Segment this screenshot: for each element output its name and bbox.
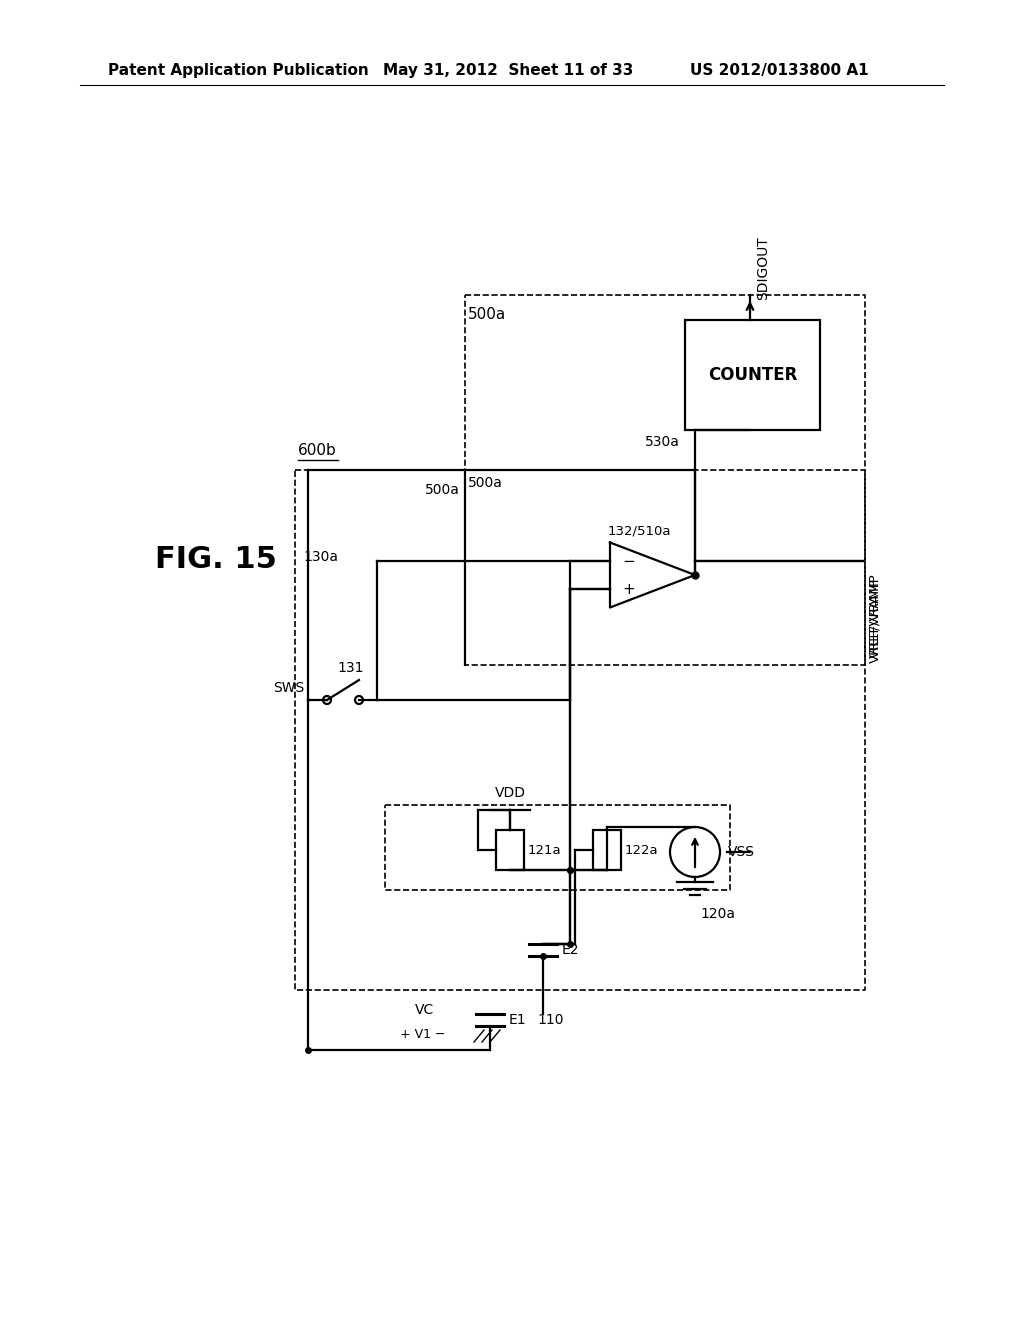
Text: May 31, 2012  Sheet 11 of 33: May 31, 2012 Sheet 11 of 33 [383, 62, 634, 78]
Text: 121a: 121a [528, 843, 561, 857]
Text: Patent Application Publication: Patent Application Publication [108, 62, 369, 78]
Text: E1: E1 [509, 1012, 526, 1027]
Text: 500a: 500a [468, 308, 506, 322]
Text: + V1 −: + V1 − [400, 1028, 445, 1041]
Text: COUNTER: COUNTER [708, 366, 798, 384]
Text: VREF/VRAMP: VREF/VRAMP [868, 574, 881, 659]
Text: 131: 131 [337, 661, 364, 675]
Text: 500a: 500a [468, 477, 503, 490]
Bar [593, 830, 621, 870]
Text: US 2012/0133800 A1: US 2012/0133800 A1 [690, 62, 868, 78]
Text: SDIGOUT: SDIGOUT [756, 236, 770, 300]
Bar [496, 830, 524, 870]
Bar [685, 319, 820, 430]
Text: VC: VC [415, 1003, 434, 1016]
Text: 110: 110 [537, 1012, 563, 1027]
Text: 122a: 122a [625, 843, 658, 857]
Text: 530a: 530a [645, 436, 680, 449]
Text: −: − [622, 553, 635, 569]
Text: 130a: 130a [303, 550, 338, 564]
Text: E2: E2 [562, 942, 580, 957]
Text: VSS: VSS [728, 845, 755, 859]
Text: 132/510a: 132/510a [608, 524, 672, 537]
Text: FIG. 15: FIG. 15 [155, 545, 276, 574]
Text: 120a: 120a [700, 907, 735, 921]
Text: VDD: VDD [495, 785, 525, 800]
Text: VREF/VRAMP: VREF/VRAMP [868, 578, 881, 664]
Text: +: + [622, 582, 635, 597]
Text: SWS: SWS [272, 681, 304, 696]
Text: 600b: 600b [298, 444, 337, 458]
Text: 500a: 500a [425, 483, 460, 498]
